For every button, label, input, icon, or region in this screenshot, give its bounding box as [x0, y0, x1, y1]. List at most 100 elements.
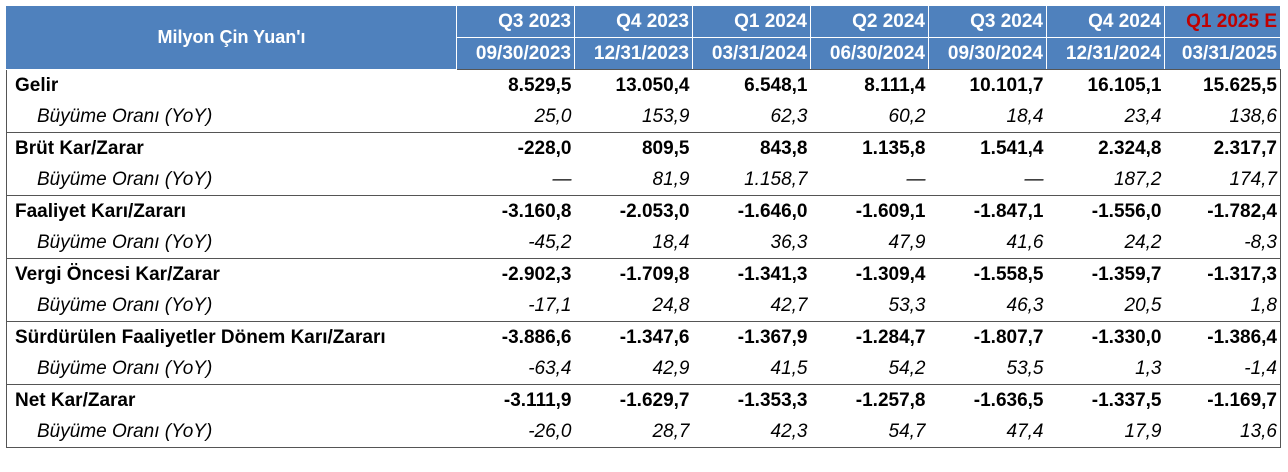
- header-quarter-3: Q1 2024: [692, 6, 811, 38]
- table-row-growth: Büyüme Oranı (YoY) -63,4 42,9 41,5 54,2 53,5 1…: [6, 353, 1281, 385]
- growth-label: Büyüme Oranı (YoY): [6, 101, 457, 133]
- table-row-metric: Brüt Kar/Zarar -228,0 809,5 843,8 1.135,8 1.5…: [6, 132, 1281, 164]
- metric-value: -1.367,9: [737, 327, 808, 348]
- financial-table-container: Milyon Çin Yuan'ı Q3 2023 Q4 2023 Q1 2024 Q…: [6, 6, 1281, 448]
- metric-value: -1.847,1: [973, 201, 1044, 222]
- header-date-2: 12/31/2023: [574, 37, 693, 70]
- metric-value: 1.541,4: [980, 138, 1044, 159]
- header-date-3: 03/31/2024: [692, 37, 811, 70]
- metric-value: -3.160,8: [501, 201, 572, 222]
- metric-value: -1.353,3: [737, 390, 808, 411]
- metric-value: -1.284,7: [855, 327, 926, 348]
- header-quarter-5: Q3 2024: [928, 6, 1047, 38]
- header-date-7: 03/31/2025: [1164, 37, 1281, 70]
- growth-value: 53,3: [888, 295, 926, 316]
- metric-value: 13.050,4: [615, 75, 690, 96]
- metric-value: -1.646,0: [737, 201, 808, 222]
- header-date-5: 09/30/2024: [928, 37, 1047, 70]
- metric-value: -1.782,4: [1164, 195, 1281, 227]
- metric-value: -1.386,4: [1164, 321, 1281, 353]
- growth-value: 17,9: [1124, 421, 1162, 442]
- metric-value: 2.324,8: [1098, 138, 1162, 159]
- header-date-1: 09/30/2023: [456, 37, 575, 70]
- header-row-quarters: Milyon Çin Yuan'ı Q3 2023 Q4 2023 Q1 2024 Q…: [6, 6, 1281, 70]
- growth-value: 18,4: [1006, 106, 1044, 127]
- table-header: Milyon Çin Yuan'ı Q3 2023 Q4 2023 Q1 2024 Q…: [6, 6, 1281, 70]
- table-row-metric: Gelir 8.529,5 13.050,4 6.548,1 8.111,4 10.101…: [6, 69, 1281, 101]
- growth-value: 28,7: [652, 421, 690, 442]
- metric-value: 6.548,1: [744, 75, 808, 96]
- table-row-metric: Vergi Öncesi Kar/Zarar -2.902,3 -1.709,8 -1…: [6, 258, 1281, 290]
- growth-value: 46,3: [1006, 295, 1044, 316]
- table-row-metric: Net Kar/Zarar -3.111,9 -1.629,7 -1.353,3 -1.…: [6, 384, 1281, 416]
- growth-value: -8,3: [1164, 227, 1281, 259]
- growth-value: —: [552, 169, 572, 190]
- growth-value: —: [1024, 169, 1044, 190]
- metric-label: Sürdürülen Faaliyetler Dönem Karı/Zararı: [6, 321, 457, 353]
- metric-value: 8.111,4: [864, 75, 926, 96]
- metric-value: -1.309,4: [855, 264, 926, 285]
- metric-value: -1.558,5: [973, 264, 1044, 285]
- metric-value: 16.105,1: [1087, 75, 1162, 96]
- metric-value: -1.257,8: [855, 390, 926, 411]
- metric-value: -1.341,3: [737, 264, 808, 285]
- table-row-growth: Büyüme Oranı (YoY) -26,0 28,7 42,3 54,7 47,4 1…: [6, 416, 1281, 448]
- growth-value: 20,5: [1124, 295, 1162, 316]
- metric-value: -1.169,7: [1164, 384, 1281, 416]
- metric-value: 1.135,8: [862, 138, 926, 159]
- metric-value: 10.101,7: [969, 75, 1044, 96]
- table-row-metric: Faaliyet Karı/Zararı -3.160,8 -2.053,0 -1.6…: [6, 195, 1281, 227]
- growth-value: 24,2: [1124, 232, 1162, 253]
- metric-label: Vergi Öncesi Kar/Zarar: [6, 258, 457, 290]
- growth-value: 41,6: [1006, 232, 1044, 253]
- growth-label: Büyüme Oranı (YoY): [6, 353, 457, 385]
- header-quarter-6: Q4 2024: [1046, 6, 1165, 38]
- growth-value: 81,9: [652, 169, 690, 190]
- metric-value: -2.053,0: [619, 201, 690, 222]
- metric-value: -1.556,0: [1091, 201, 1162, 222]
- growth-label: Büyüme Oranı (YoY): [6, 227, 457, 259]
- growth-value: 54,2: [888, 358, 926, 379]
- metric-value: -1.337,5: [1091, 390, 1162, 411]
- header-quarter-2: Q4 2023: [574, 6, 693, 38]
- growth-value: —: [906, 169, 926, 190]
- metric-label: Gelir: [6, 69, 457, 101]
- table-row-metric: Sürdürülen Faaliyetler Dönem Karı/Zararı…: [6, 321, 1281, 353]
- metric-label: Faaliyet Karı/Zararı: [6, 195, 457, 227]
- growth-value: 174,7: [1164, 164, 1281, 196]
- table-row-growth: Büyüme Oranı (YoY) -45,2 18,4 36,3 47,9 41,6 2…: [6, 227, 1281, 259]
- growth-label: Büyüme Oranı (YoY): [6, 290, 457, 322]
- growth-value: 41,5: [770, 358, 808, 379]
- growth-value: -26,0: [528, 421, 572, 442]
- metric-label: Brüt Kar/Zarar: [6, 132, 457, 164]
- header-quarter-4: Q2 2024: [810, 6, 929, 38]
- growth-value: 42,9: [652, 358, 690, 379]
- growth-value: 42,3: [770, 421, 808, 442]
- growth-value: 13,6: [1164, 416, 1281, 448]
- metric-value: 2.317,7: [1164, 132, 1281, 164]
- metric-value: -1.636,5: [973, 390, 1044, 411]
- growth-value: 47,9: [888, 232, 926, 253]
- metric-value: -1.609,1: [855, 201, 926, 222]
- growth-value: 42,7: [770, 295, 808, 316]
- growth-value: -45,2: [528, 232, 572, 253]
- metric-value: -2.902,3: [501, 264, 572, 285]
- metric-value: -3.886,6: [501, 327, 572, 348]
- growth-value: 62,3: [770, 106, 808, 127]
- growth-value: 54,7: [888, 421, 926, 442]
- growth-value: 47,4: [1006, 421, 1044, 442]
- header-date-6: 12/31/2024: [1046, 37, 1165, 70]
- financial-summary-table: Milyon Çin Yuan'ı Q3 2023 Q4 2023 Q1 2024 Q…: [6, 6, 1281, 448]
- growth-value: 23,4: [1124, 106, 1162, 127]
- table-row-growth: Büyüme Oranı (YoY) 25,0 153,9 62,3 60,2 18,4 2…: [6, 101, 1281, 133]
- header-date-4: 06/30/2024: [810, 37, 929, 70]
- growth-value: 60,2: [888, 106, 926, 127]
- growth-value: -63,4: [528, 358, 572, 379]
- metric-value: 15.625,5: [1164, 69, 1281, 101]
- metric-label: Net Kar/Zarar: [6, 384, 457, 416]
- metric-value: 809,5: [641, 138, 690, 159]
- metric-value: -1.709,8: [619, 264, 690, 285]
- metric-value: -1.807,7: [973, 327, 1044, 348]
- growth-value: 1,8: [1164, 290, 1281, 322]
- metric-value: -1.317,3: [1164, 258, 1281, 290]
